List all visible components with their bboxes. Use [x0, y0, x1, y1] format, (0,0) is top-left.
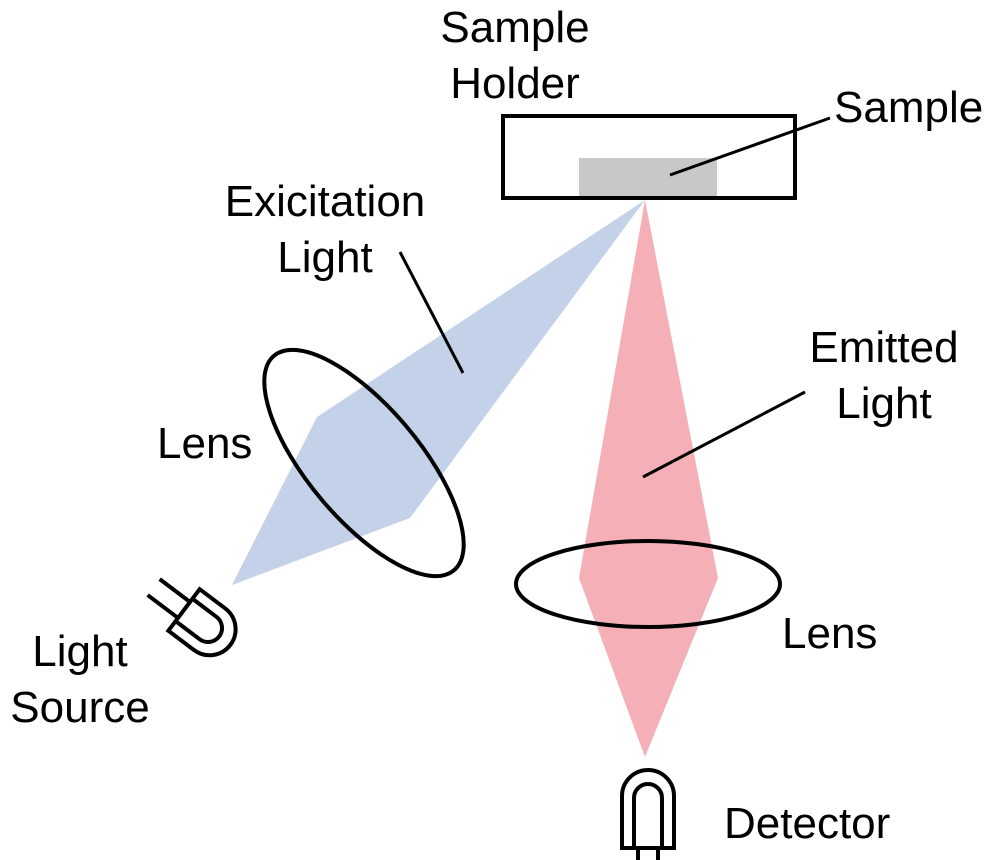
sample-holder-label-line2: Holder [450, 59, 580, 108]
emitted-light-label: Emitted Light [784, 320, 984, 432]
emitted-light-label-line1: Emitted [809, 323, 959, 372]
emitted-light-label-line2: Light [836, 379, 932, 428]
sample [579, 158, 717, 196]
light-source-icon [146, 577, 238, 658]
excitation-light-label: Exicitation Light [200, 174, 450, 286]
lens-right [514, 539, 782, 629]
sample-holder-label-line1: Sample [440, 3, 590, 52]
lens-left-label: Lens [157, 419, 253, 468]
lens-left [262, 347, 466, 579]
sample-leader-line [669, 116, 831, 177]
detector-icon [620, 768, 676, 860]
emitted-leader-line [642, 390, 806, 479]
light-source-label: Light Source [0, 624, 160, 736]
excitation-light-label-line1: Exicitation [224, 177, 426, 226]
light-source-label-line1: Light [32, 627, 128, 676]
sample-holder [501, 114, 797, 200]
detector-label: Detector [724, 799, 891, 848]
excitation-light-label-line2: Light [277, 233, 373, 282]
light-source-label-line2: Source [10, 683, 150, 732]
sample-holder-label: Sample Holder [400, 0, 630, 112]
sample-label: Sample [834, 83, 984, 132]
excitation-leader-line [398, 251, 465, 374]
lens-right-label: Lens [782, 609, 878, 658]
emitted-beam [579, 200, 718, 757]
excitation-beam [232, 200, 645, 585]
